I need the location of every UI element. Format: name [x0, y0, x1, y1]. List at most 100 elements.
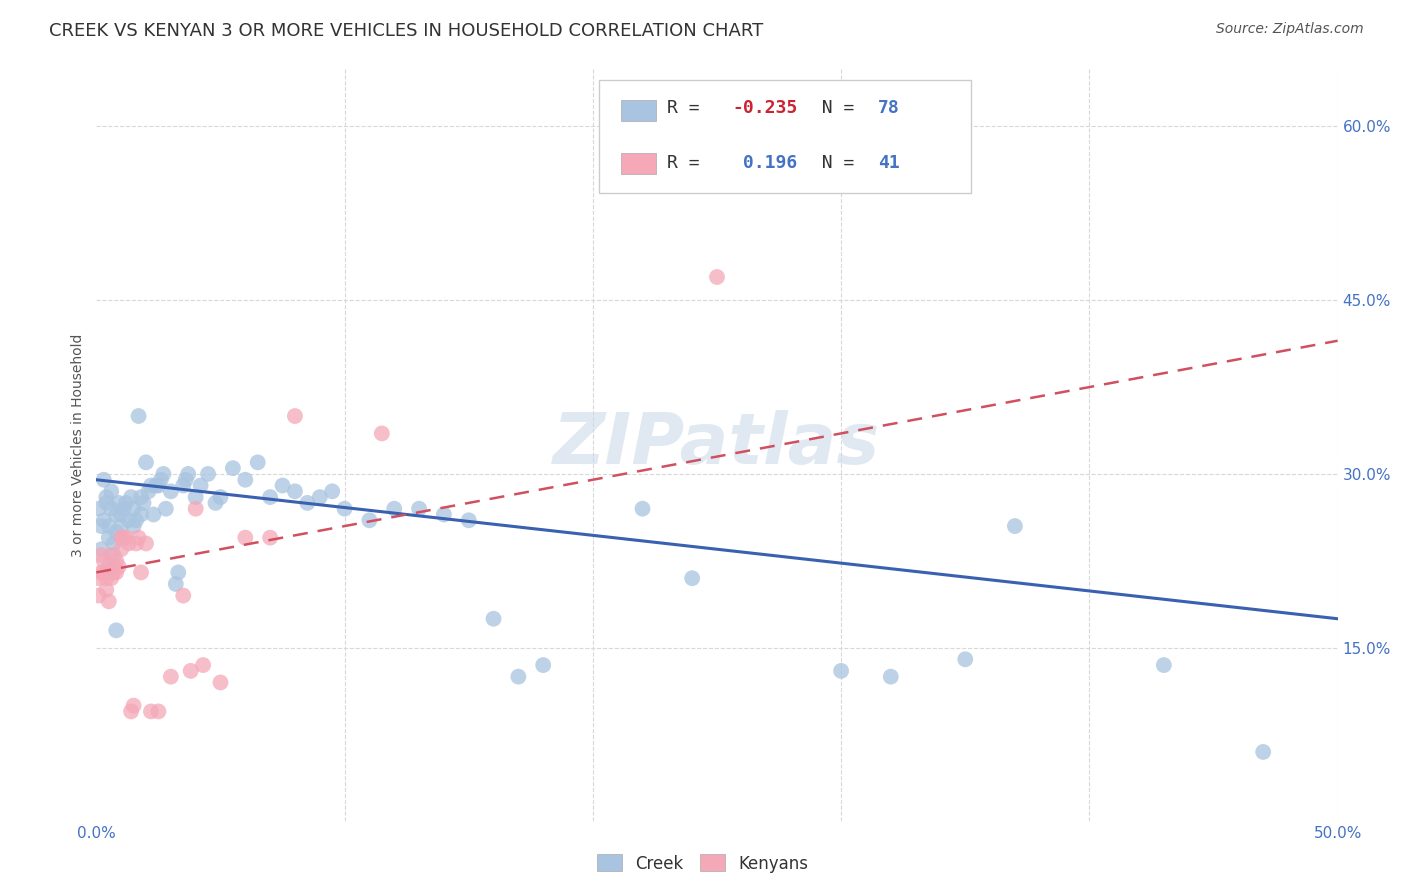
- Point: [90, 542, 112, 557]
- Point: [93, 513, 115, 527]
- Point: [1004, 519, 1026, 533]
- Point: [100, 571, 122, 585]
- Point: [1251, 745, 1274, 759]
- Point: [271, 478, 294, 492]
- Point: [233, 473, 256, 487]
- Point: [457, 513, 479, 527]
- Point: [90, 548, 112, 562]
- Point: [297, 496, 319, 510]
- Point: [129, 508, 152, 522]
- Text: Source: ZipAtlas.com: Source: ZipAtlas.com: [1216, 22, 1364, 37]
- Point: [142, 508, 165, 522]
- Point: [100, 484, 122, 499]
- Point: [105, 524, 128, 539]
- Point: [107, 559, 129, 574]
- Point: [128, 531, 150, 545]
- Point: [167, 566, 190, 580]
- Point: [681, 571, 703, 585]
- Point: [120, 490, 142, 504]
- Point: [222, 461, 245, 475]
- Point: [191, 658, 214, 673]
- Point: [112, 531, 135, 545]
- Point: [87, 571, 110, 585]
- Point: [408, 501, 430, 516]
- Point: [110, 542, 132, 557]
- Point: [531, 658, 554, 673]
- Point: [204, 496, 226, 510]
- Point: [105, 566, 128, 580]
- Point: [233, 531, 256, 545]
- Text: 78: 78: [879, 99, 900, 118]
- Y-axis label: 3 or more Vehicles in Household: 3 or more Vehicles in Household: [72, 334, 86, 557]
- Point: [112, 501, 135, 516]
- Point: [97, 559, 120, 574]
- Point: [103, 548, 125, 562]
- Point: [184, 490, 207, 504]
- Point: [120, 705, 142, 719]
- Point: [132, 496, 155, 510]
- Point: [96, 490, 118, 504]
- Point: [138, 484, 160, 499]
- Point: [139, 478, 162, 492]
- Point: [482, 612, 505, 626]
- Point: [122, 501, 145, 516]
- Point: [177, 467, 200, 481]
- Point: [93, 566, 115, 580]
- Point: [96, 496, 118, 510]
- FancyBboxPatch shape: [621, 100, 657, 121]
- Point: [148, 705, 170, 719]
- Point: [135, 536, 157, 550]
- Text: 0.196: 0.196: [733, 153, 797, 171]
- Text: CREEK VS KENYAN 3 OR MORE VEHICLES IN HOUSEHOLD CORRELATION CHART: CREEK VS KENYAN 3 OR MORE VEHICLES IN HO…: [49, 22, 763, 40]
- Point: [103, 566, 125, 580]
- Point: [172, 478, 194, 492]
- Point: [184, 501, 207, 516]
- Point: [96, 582, 118, 597]
- Text: R =: R =: [668, 153, 711, 171]
- Point: [100, 548, 122, 562]
- Point: [433, 508, 456, 522]
- Point: [129, 490, 152, 504]
- Point: [115, 531, 138, 545]
- Point: [110, 531, 132, 545]
- Point: [321, 484, 343, 499]
- Point: [122, 698, 145, 713]
- Point: [97, 594, 120, 608]
- Point: [107, 496, 129, 510]
- Point: [105, 508, 128, 522]
- Point: [197, 467, 219, 481]
- Point: [145, 478, 167, 492]
- Point: [165, 577, 187, 591]
- Point: [97, 519, 120, 533]
- Point: [631, 501, 654, 516]
- Point: [880, 670, 903, 684]
- Point: [110, 519, 132, 533]
- Point: [371, 426, 394, 441]
- Text: 41: 41: [879, 153, 900, 171]
- Point: [155, 501, 177, 516]
- Point: [159, 484, 181, 499]
- Point: [284, 484, 307, 499]
- Point: [830, 664, 852, 678]
- Point: [508, 670, 530, 684]
- FancyBboxPatch shape: [621, 153, 657, 174]
- Point: [117, 536, 139, 550]
- Point: [1153, 658, 1175, 673]
- Point: [97, 566, 120, 580]
- Point: [284, 409, 307, 423]
- Point: [96, 571, 118, 585]
- Point: [190, 478, 212, 492]
- Legend: Creek, Kenyans: Creek, Kenyans: [591, 847, 815, 880]
- Point: [706, 270, 728, 285]
- Point: [139, 705, 162, 719]
- Point: [135, 455, 157, 469]
- Text: R =: R =: [668, 99, 711, 118]
- Point: [105, 624, 128, 638]
- Point: [129, 566, 152, 580]
- Point: [209, 675, 232, 690]
- Point: [122, 519, 145, 533]
- Text: N =: N =: [800, 99, 866, 118]
- Point: [110, 531, 132, 545]
- Point: [103, 536, 125, 550]
- Point: [382, 501, 405, 516]
